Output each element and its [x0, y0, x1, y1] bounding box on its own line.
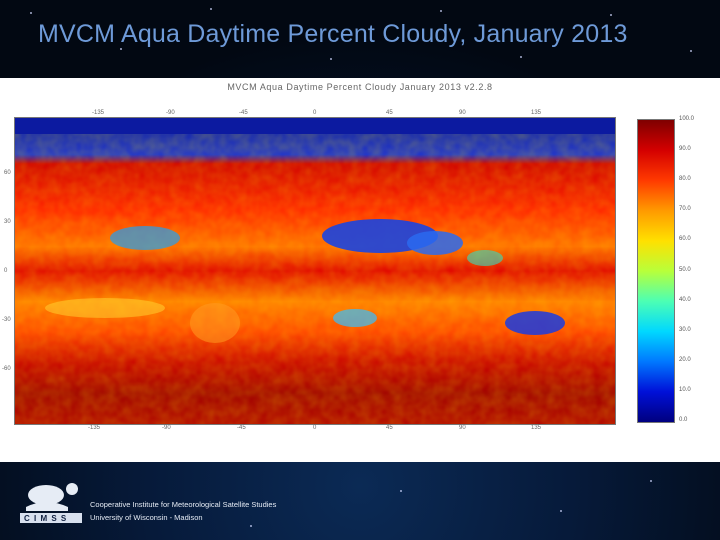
lat-tick: 60: [4, 170, 11, 176]
lon-tick-top: -45: [239, 110, 248, 116]
figure-panel: MVCM Aqua Daytime Percent Cloudy January…: [0, 78, 720, 462]
colorbar-label: 0.0: [679, 417, 688, 423]
lon-tick-bottom: -45: [237, 425, 246, 431]
lon-tick-top: 45: [386, 110, 393, 116]
colorbar-label: 90.0: [679, 146, 691, 152]
lon-tick-top: 90: [459, 110, 466, 116]
colorbar-label: 30.0: [679, 327, 691, 333]
colorbar-label: 40.0: [679, 297, 691, 303]
lon-tick-top: -90: [166, 110, 175, 116]
cloud-map-image: [15, 118, 615, 424]
lat-tick: 0: [4, 268, 8, 274]
slide-title: MVCM Aqua Daytime Percent Cloudy, Januar…: [38, 20, 628, 48]
colorbar-label: 20.0: [679, 357, 691, 363]
colorbar-label: 70.0: [679, 206, 691, 212]
cloud-fraction-map: [14, 117, 616, 425]
cimss-logo-text: C I M S S: [24, 514, 68, 523]
lat-tick: -30: [2, 317, 11, 323]
colorbar-label: 80.0: [679, 176, 691, 182]
lon-tick-bottom: -135: [88, 425, 101, 431]
colorbar-label: 10.0: [679, 387, 691, 393]
lon-tick-bottom: 135: [531, 425, 542, 431]
lon-tick-bottom: -90: [162, 425, 171, 431]
lon-tick-top: 135: [531, 110, 542, 116]
colorbar-gradient: [638, 120, 674, 422]
colorbar-fill: [638, 120, 674, 422]
lon-tick-top: -135: [92, 110, 105, 116]
org-name: Cooperative Institute for Meteorological…: [90, 500, 277, 509]
lat-tick: -60: [2, 366, 11, 372]
lat-tick: 30: [4, 219, 11, 225]
cimss-logo: C I M S S: [16, 477, 86, 525]
lon-tick-bottom: 90: [459, 425, 466, 431]
figure-title: MVCM Aqua Daytime Percent Cloudy January…: [227, 82, 493, 92]
colorbar-label: 50.0: [679, 267, 691, 273]
colorbar: [637, 119, 675, 423]
lon-tick-bottom: 0: [313, 425, 317, 431]
org-university: University of Wisconsin - Madison: [90, 513, 203, 522]
colorbar-label: 100.0: [679, 116, 695, 122]
cimss-logo-icon: [20, 483, 82, 523]
lon-tick-top: 0: [313, 110, 317, 116]
lon-tick-bottom: 45: [386, 425, 393, 431]
colorbar-label: 60.0: [679, 236, 691, 242]
